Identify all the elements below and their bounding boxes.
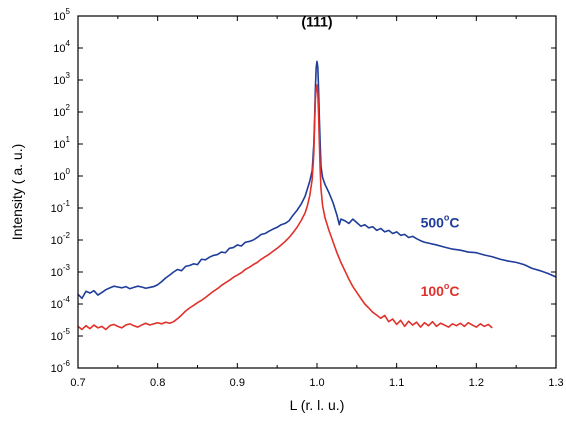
y-tick-label: 102 xyxy=(53,103,70,119)
x-tick-label: 0.7 xyxy=(70,377,85,389)
y-tick-label: 10-6 xyxy=(51,359,71,375)
x-tick-label: 1.1 xyxy=(389,377,404,389)
y-tick-label: 10-5 xyxy=(51,327,71,343)
y-tick-label: 101 xyxy=(53,135,70,151)
peak-annotation-111: (111) xyxy=(301,14,332,30)
series-label-500C: 500oC xyxy=(421,212,460,230)
y-tick-label: 100 xyxy=(53,167,70,183)
y-tick-label: 103 xyxy=(53,71,70,87)
x-tick-label: 1.3 xyxy=(548,377,563,389)
y-tick-label: 10-3 xyxy=(51,263,71,279)
y-tick-label: 10-4 xyxy=(51,295,71,311)
x-tick-label: 0.9 xyxy=(230,377,245,389)
y-tick-label: 10-2 xyxy=(51,231,71,247)
y-axis-label: Intensity ( a. u.) xyxy=(9,144,25,240)
series-label-100C: 100oC xyxy=(421,281,460,299)
y-tick-label: 105 xyxy=(53,7,70,23)
x-tick-label: 1.2 xyxy=(469,377,484,389)
x-tick-label: 1.0 xyxy=(309,377,324,389)
series-line-500C xyxy=(77,60,557,300)
x-axis-label: L (r. l. u.) xyxy=(290,397,345,413)
axes-layer: 0.7 0.8 0.9 1.0 1.1 1.2 1.3 10-6 10-5 10-4 10-3 10-… xyxy=(51,7,564,389)
plot-layer xyxy=(77,60,557,331)
x-tick-label: 0.8 xyxy=(150,377,165,389)
y-tick-label: 104 xyxy=(53,39,70,55)
series-line-100C xyxy=(77,84,493,331)
plot-frame xyxy=(77,15,557,369)
y-tick-label: 10-1 xyxy=(51,199,71,215)
